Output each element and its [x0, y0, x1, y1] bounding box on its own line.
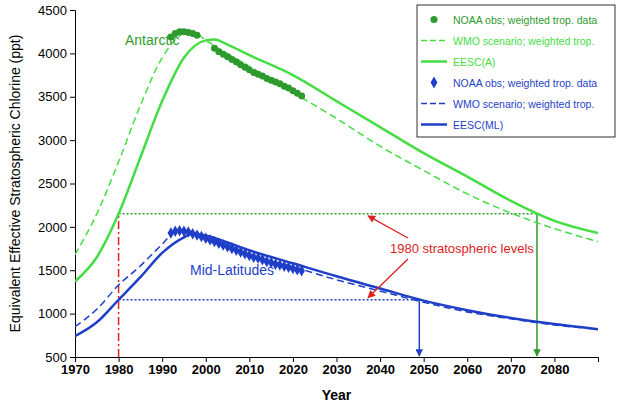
x-tick-label: 1990 [148, 362, 177, 377]
circle-point [298, 92, 305, 99]
dashed-line [75, 231, 598, 329]
x-tick: 1980 [105, 357, 134, 377]
x-tick: 2010 [235, 357, 264, 377]
diamond-point [298, 265, 305, 276]
y-tick: 1500 [38, 263, 75, 278]
x-tick-label: 2050 [410, 362, 439, 377]
region-label: Antarctic [125, 32, 179, 48]
legend-item: NOAA obs; weighted trop. data [430, 14, 597, 26]
legend-item: NOAA obs; weighted trop. data [431, 77, 598, 89]
y-axis: 500 1000 1500 2000 2500 3000 3500 4000 4500 [38, 3, 75, 365]
x-tick-label: 2080 [540, 362, 569, 377]
reference-lines [119, 214, 537, 357]
x-tick: 2020 [279, 357, 308, 377]
legend-label: EESC(ML) [453, 119, 503, 131]
legend-marker [431, 77, 438, 89]
y-tick: 4500 [38, 3, 75, 18]
legend-marker [430, 16, 437, 23]
y-tick: 3500 [38, 89, 75, 104]
return-year-arrow [419, 300, 421, 356]
legend-line [421, 60, 447, 63]
x-tick: 2040 [366, 357, 395, 377]
y-tick: 1000 [38, 306, 75, 321]
legend-label: NOAA obs; weighted trop. data [453, 14, 597, 26]
chart: 1970198019902000201020202030204020502060… [0, 0, 620, 410]
y-axis-title: Equivalent Effective Stratospheric Chlor… [7, 35, 23, 333]
y-tick-mark [70, 357, 75, 358]
y-tick-mark [70, 53, 75, 54]
y-tick-label: 1000 [38, 306, 67, 321]
x-tick-label: 2070 [497, 362, 526, 377]
legend-label: WMO scenario; weighted trop. [453, 98, 594, 110]
x-tick: 2080 [540, 357, 569, 377]
x-axis: 1970198019902000201020202030204020502060… [61, 357, 598, 377]
legend-item: WMO scenario; weighted trop. [421, 98, 594, 110]
x-axis-title: Year [322, 387, 352, 403]
solid-line [75, 234, 598, 336]
x-tick-label: 2030 [323, 362, 352, 377]
pointer-arrow [368, 216, 408, 238]
x-tick-label: 2010 [235, 362, 264, 377]
x-tick: 2030 [323, 357, 352, 377]
reference-label: 1980 stratospheric levels [390, 241, 534, 256]
legend: NOAA obs; weighted trop. data WMO scenari… [417, 5, 615, 137]
y-tick-mark [70, 184, 75, 185]
series-markers [167, 28, 305, 99]
reference-level-line [119, 299, 420, 301]
x-tick: 2000 [192, 357, 221, 377]
x-tick-label: 2000 [192, 362, 221, 377]
legend-line [421, 40, 447, 42]
return-year-arrow [536, 214, 538, 356]
y-axis-line [70, 11, 76, 358]
y-tick-mark [70, 270, 75, 271]
y-tick-label: 4500 [38, 3, 67, 18]
x-tick: 1990 [148, 357, 177, 377]
legend-item: WMO scenario; weighted trop. [421, 35, 594, 47]
legend-label: EESC(A) [453, 56, 496, 68]
y-tick-mark [70, 227, 75, 228]
y-tick-mark [70, 10, 75, 11]
x-tick: 2050 [410, 357, 439, 377]
y-tick: 3000 [38, 133, 75, 148]
y-tick-label: 2000 [38, 220, 67, 235]
reference-level-line [119, 213, 537, 215]
y-tick-label: 3500 [38, 89, 67, 104]
legend-item: EESC(ML) [421, 119, 503, 131]
region-label: Mid-Latitudes [190, 262, 274, 278]
pointer-arrow [368, 259, 408, 298]
y-tick-mark [70, 140, 75, 141]
legend-line [421, 103, 447, 105]
y-tick: 2000 [38, 220, 75, 235]
y-tick-label: 1500 [38, 263, 67, 278]
y-tick-label: 3000 [38, 133, 67, 148]
y-tick-label: 500 [45, 350, 67, 365]
solid-line [75, 39, 598, 281]
legend-item: EESC(A) [421, 56, 496, 68]
circle-point [194, 32, 201, 39]
x-tick: 2070 [497, 357, 526, 377]
y-tick-label: 2500 [38, 176, 67, 191]
x-tick-label: 1980 [105, 362, 134, 377]
legend-box [417, 5, 615, 137]
legend-label: WMO scenario; weighted trop. [453, 35, 594, 47]
x-tick-label: 2020 [279, 362, 308, 377]
y-tick: 4000 [38, 46, 75, 61]
y-tick: 500 [45, 350, 75, 365]
x-tick-label: 2060 [453, 362, 482, 377]
y-tick-mark [70, 314, 75, 315]
legend-label: NOAA obs; weighted trop. data [453, 77, 597, 89]
y-tick-label: 4000 [38, 46, 67, 61]
y-tick: 2500 [38, 176, 75, 191]
legend-line [421, 123, 447, 126]
x-tick-label: 2040 [366, 362, 395, 377]
y-tick-mark [70, 97, 75, 98]
x-tick: 2060 [453, 357, 482, 377]
